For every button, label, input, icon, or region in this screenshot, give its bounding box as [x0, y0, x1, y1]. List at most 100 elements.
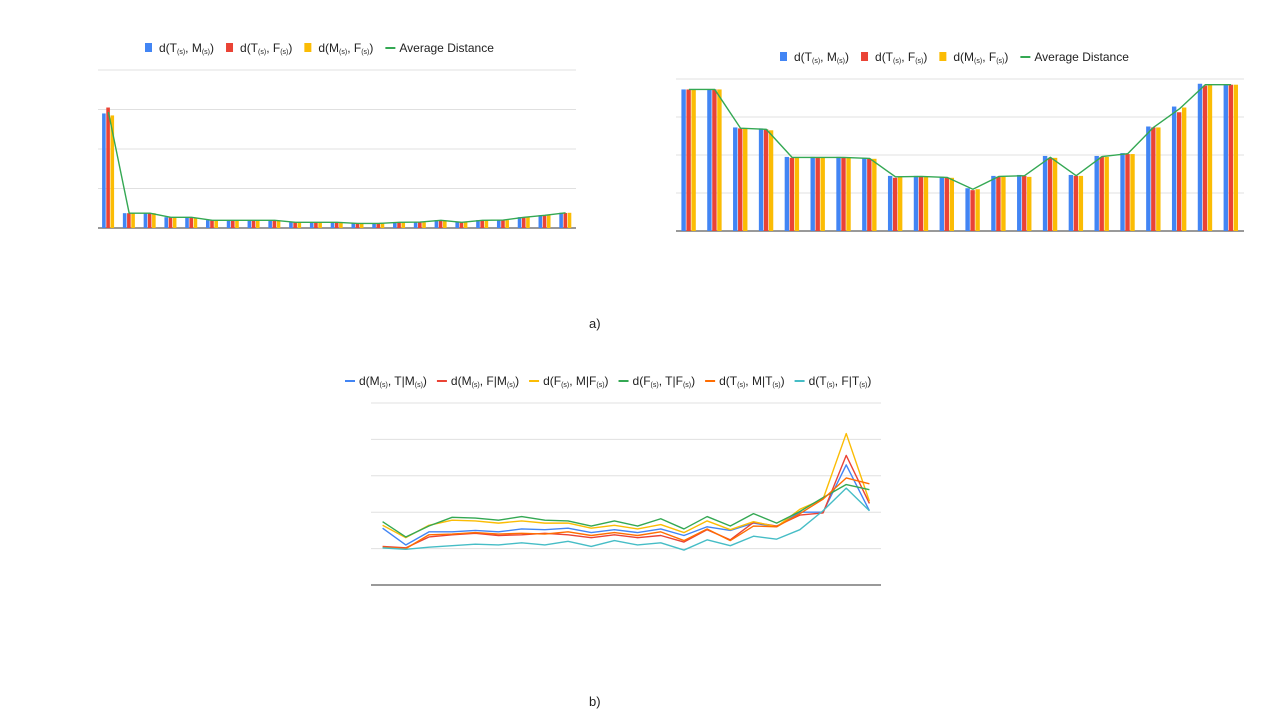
bar-series0-15 — [1068, 174, 1074, 231]
legend-label-subscript: (s) — [202, 49, 210, 56]
legend-label-1: d(T(s), F(s)) — [875, 50, 927, 65]
bar-series1-1 — [712, 89, 717, 231]
legend-label-subscript: (s) — [596, 382, 604, 389]
bar-series1-8 — [272, 220, 277, 228]
legend-label-part: d(T — [240, 41, 259, 55]
bar-series2-20 — [526, 217, 530, 228]
bar-series0-10 — [309, 222, 314, 228]
bar-series0-8 — [887, 175, 893, 231]
bar-series2-4 — [794, 157, 800, 231]
bar-series2-20 — [1207, 84, 1213, 231]
bar-series0-2 — [143, 213, 148, 228]
legend-swatch-2 — [939, 52, 947, 61]
legend-label-subscript: (s) — [380, 382, 388, 389]
bar-series0-15 — [413, 222, 418, 228]
bar-series0-13 — [372, 223, 376, 228]
legend-label-part: , F|T — [835, 374, 860, 388]
legend-label-1: d(T(s), F(s)) — [240, 41, 292, 56]
bar-series0-1 — [122, 213, 127, 228]
bar-series2-3 — [768, 130, 774, 231]
bar-series2-1 — [717, 89, 722, 231]
bar-series1-17 — [1125, 154, 1130, 231]
bar-series2-17 — [1130, 154, 1135, 231]
legend-label-part: d(T — [159, 41, 178, 55]
legend-swatch-1 — [861, 52, 869, 61]
bar-series1-7 — [867, 158, 872, 231]
legend-label-5: d(T(s), F|T(s)) — [809, 374, 872, 389]
bar-series2-7 — [255, 220, 260, 228]
line-series-3 — [688, 83, 1232, 190]
legend-label-part: ) — [691, 374, 695, 388]
bar-series0-8 — [268, 220, 272, 228]
legend-label-part: , M|F — [569, 374, 596, 388]
bar-series0-0 — [681, 89, 686, 231]
bar-series2-0 — [110, 115, 115, 228]
legend-label-part: , F|M — [480, 374, 507, 388]
legend-label-part: d(T — [809, 374, 828, 388]
bar-series0-3 — [164, 217, 169, 228]
bar-series1-16 — [438, 220, 443, 228]
legend-label-subscript: (s) — [893, 58, 901, 65]
legend-swatch-0 — [145, 43, 152, 52]
bar-series1-17 — [459, 222, 464, 228]
legend-label-subscript: (s) — [974, 58, 982, 65]
bar-series2-12 — [1001, 176, 1006, 231]
legend-label-part: ) — [845, 50, 849, 64]
legend-label-2: d(M(s), F(s)) — [953, 50, 1008, 65]
chart-c: d(M(s), T|M(s)) d(M(s), F|M(s)) d(F(s), M|… — [345, 374, 881, 586]
legend-label-subscript: (s) — [737, 382, 745, 389]
bar-series1-22 — [563, 212, 568, 228]
line-series-5 — [382, 487, 870, 551]
bar-series0-5 — [810, 156, 815, 231]
bar-series0-17 — [1120, 153, 1125, 231]
legend-swatch-1 — [226, 43, 234, 52]
bar-series1-12 — [355, 223, 360, 228]
legend-label-3: Average Distance — [1034, 50, 1129, 64]
bar-series0-18 — [1146, 126, 1151, 231]
bar-series0-13 — [1017, 174, 1022, 231]
legend-label-subscript: (s) — [415, 382, 423, 389]
panel-label-a: a) — [589, 316, 601, 331]
legend-label-3: d(F(s), T|F(s)) — [633, 374, 696, 389]
bar-series2-14 — [401, 222, 406, 228]
bar-series2-4 — [193, 217, 198, 228]
bar-series2-2 — [743, 128, 748, 231]
line-series-3 — [382, 483, 870, 538]
bar-series2-17 — [463, 222, 468, 228]
bar-series2-22 — [567, 212, 572, 228]
legend-label-part: d(M — [451, 374, 472, 388]
chart-a: d(T(s), M(s)) d(T(s), F(s)) d(M(s), F(s)) A… — [98, 41, 576, 229]
bar-series1-6 — [230, 220, 235, 228]
bar-series0-6 — [836, 156, 841, 231]
legend-label-part: ) — [210, 41, 214, 55]
bar-series0-9 — [913, 175, 919, 231]
bar-series1-9 — [918, 176, 924, 231]
bar-series2-1 — [131, 213, 135, 228]
bar-series2-15 — [1078, 175, 1084, 231]
legend-label-part: ) — [781, 374, 785, 388]
legend-label-part: d(T — [719, 374, 738, 388]
legend-label-part: d(M — [359, 374, 380, 388]
legend-label-subscript: (s) — [472, 382, 480, 389]
bar-series0-2 — [733, 127, 738, 231]
legend-label-part: , M — [820, 50, 837, 64]
bar-series1-21 — [542, 215, 547, 228]
legend-label-part: ) — [923, 50, 927, 64]
bar-series0-12 — [351, 223, 356, 228]
legend-label-1: d(M(s), F|M(s)) — [451, 374, 519, 389]
line-series-3 — [107, 111, 566, 225]
bar-series2-8 — [276, 220, 281, 228]
bar-series2-9 — [297, 222, 302, 228]
bar-series1-16 — [1099, 156, 1104, 231]
bar-series1-21 — [1228, 84, 1233, 231]
bar-series2-11 — [339, 222, 343, 228]
legend-label-subscript: (s) — [561, 382, 569, 389]
bar-series1-15 — [418, 222, 422, 228]
bar-series2-5 — [214, 220, 219, 228]
legend-label-part: , T|F — [659, 374, 683, 388]
bar-series1-3 — [168, 217, 173, 228]
bar-series1-0 — [686, 89, 691, 231]
bar-series2-13 — [380, 223, 385, 228]
legend-label-subscript: (s) — [837, 58, 845, 65]
bar-series1-6 — [841, 157, 846, 231]
